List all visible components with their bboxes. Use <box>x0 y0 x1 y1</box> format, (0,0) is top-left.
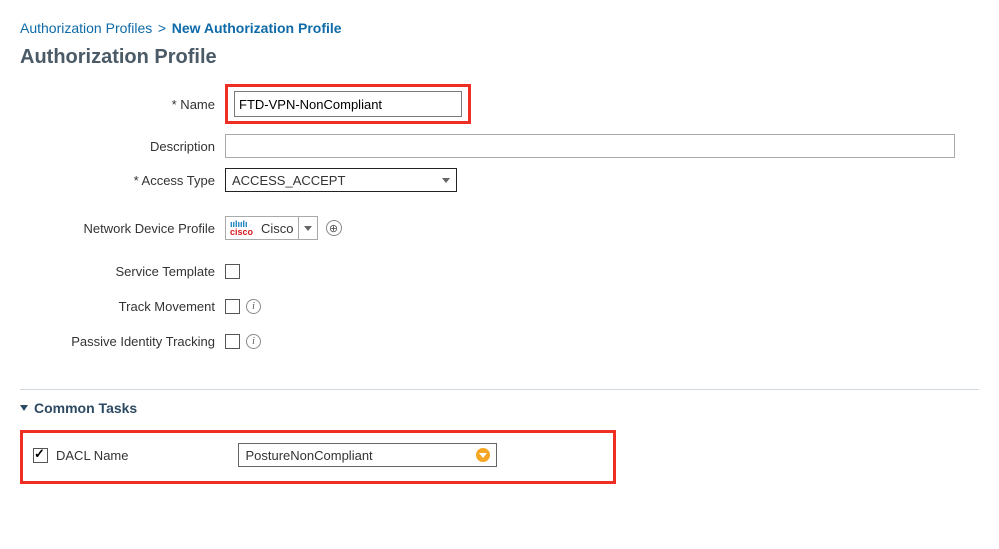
access-type-selected: ACCESS_ACCEPT <box>232 173 345 188</box>
description-label: Description <box>20 139 225 154</box>
service-template-label: Service Template <box>20 264 225 279</box>
chevron-down-icon <box>476 448 490 462</box>
ndp-row: Network Device Profile ıılıılıcisco Cisc… <box>20 216 979 240</box>
access-type-row: * Access Type ACCESS_ACCEPT <box>20 168 979 192</box>
name-label: * Name <box>20 97 225 112</box>
ndp-selected: Cisco <box>257 221 298 236</box>
dacl-highlight: DACL Name PostureNonCompliant <box>20 430 616 484</box>
access-type-select[interactable]: ACCESS_ACCEPT <box>225 168 457 192</box>
ndp-select[interactable]: ıılıılıcisco Cisco <box>225 216 318 240</box>
cisco-logo-icon: ıılıılıcisco <box>226 220 257 236</box>
breadcrumb-separator: > <box>158 20 166 36</box>
ndp-label: Network Device Profile <box>20 221 225 236</box>
description-row: Description <box>20 134 979 158</box>
ndp-dropdown-button[interactable] <box>298 217 317 239</box>
dacl-label: DACL Name <box>56 448 128 463</box>
access-type-label: * Access Type <box>20 173 225 188</box>
service-template-row: Service Template <box>20 264 979 279</box>
name-highlight <box>225 84 471 124</box>
section-divider <box>20 389 979 390</box>
description-input[interactable] <box>225 134 955 158</box>
common-tasks-title: Common Tasks <box>34 400 137 416</box>
page-title: Authorization Profile <box>20 46 979 69</box>
dacl-selected: PostureNonCompliant <box>245 448 372 463</box>
chevron-down-icon <box>442 178 450 183</box>
breadcrumb: Authorization Profiles > New Authorizati… <box>20 20 979 36</box>
service-template-checkbox[interactable] <box>225 264 240 279</box>
track-movement-checkbox[interactable] <box>225 299 240 314</box>
track-movement-label: Track Movement <box>20 299 225 314</box>
chevron-down-icon <box>304 226 312 231</box>
collapse-icon <box>20 405 28 411</box>
add-ndp-button[interactable]: ⊕ <box>326 220 342 236</box>
track-movement-row: Track Movement i <box>20 299 979 314</box>
info-icon[interactable]: i <box>246 299 261 314</box>
passive-identity-label: Passive Identity Tracking <box>20 334 225 349</box>
breadcrumb-current: New Authorization Profile <box>172 20 342 36</box>
breadcrumb-parent-link[interactable]: Authorization Profiles <box>20 20 152 36</box>
dacl-select[interactable]: PostureNonCompliant <box>238 443 497 467</box>
common-tasks-header[interactable]: Common Tasks <box>20 400 979 416</box>
dacl-checkbox[interactable] <box>33 448 48 463</box>
name-input[interactable] <box>234 91 462 117</box>
name-row: * Name <box>20 84 979 124</box>
passive-identity-checkbox[interactable] <box>225 334 240 349</box>
info-icon[interactable]: i <box>246 334 261 349</box>
passive-identity-row: Passive Identity Tracking i <box>20 334 979 349</box>
